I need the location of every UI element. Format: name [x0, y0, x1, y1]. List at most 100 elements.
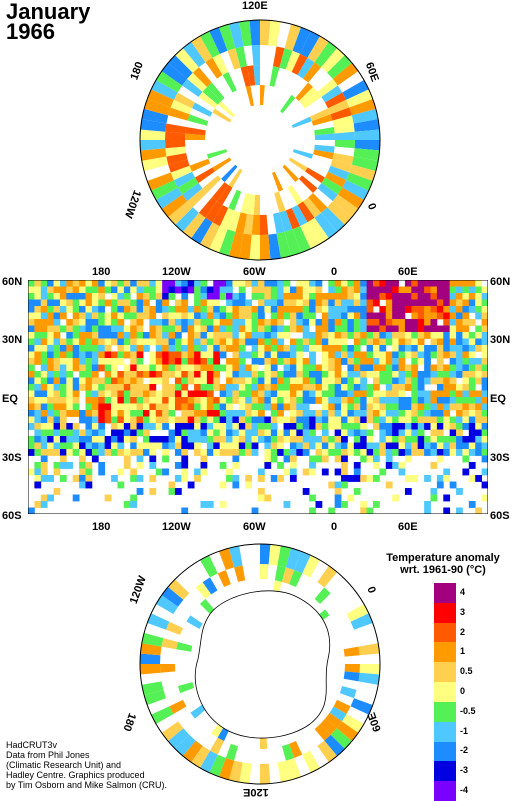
anomaly-cell: [53, 423, 61, 430]
anomaly-cell: [392, 403, 399, 411]
anomaly-cell: [194, 423, 201, 430]
anomaly-cell: [417, 442, 425, 450]
anomaly-cell: [430, 377, 438, 385]
anomaly-cell: [251, 351, 259, 359]
anomaly-cell: [98, 325, 106, 333]
anomaly-cell: [238, 371, 246, 378]
anomaly-cell: [155, 371, 163, 378]
anomaly-cell: [136, 280, 144, 287]
anomaly-cell: [334, 371, 342, 378]
anomaly-cell: [168, 286, 176, 294]
anomaly-cell: [238, 364, 246, 372]
anomaly-cell: [168, 416, 176, 424]
anomaly-cell: [481, 299, 488, 307]
anomaly-cell: [343, 646, 360, 657]
anomaly-cell: [219, 429, 227, 437]
anomaly-cell: [481, 345, 488, 352]
anomaly-cell: [398, 384, 406, 391]
anomaly-cell: [475, 332, 483, 339]
anomaly-cell: [177, 682, 195, 694]
anomaly-cell: [72, 429, 80, 437]
anomaly-cell: [34, 293, 42, 300]
anomaly-cell: [424, 364, 431, 372]
anomaly-cell: [40, 325, 48, 333]
anomaly-cell: [162, 345, 169, 352]
anomaly-cell: [430, 286, 438, 294]
anomaly-cell: [468, 280, 476, 287]
anomaly-cell: [245, 442, 253, 450]
anomaly-cell: [28, 397, 35, 404]
anomaly-cell: [66, 462, 74, 469]
anomaly-cell: [341, 358, 348, 365]
anomaly-cell: [253, 65, 260, 86]
anomaly-cell: [238, 299, 246, 307]
anomaly-cell: [111, 325, 118, 333]
anomaly-cell: [245, 338, 253, 346]
anomaly-cell: [47, 442, 54, 450]
anomaly-cell: [392, 384, 399, 391]
anomaly-cell: [111, 299, 118, 307]
anomaly-cell: [245, 423, 253, 430]
anomaly-cell: [79, 325, 86, 333]
anomaly-cell: [28, 384, 35, 391]
anomaly-cell: [72, 280, 80, 287]
anomaly-cell: [411, 325, 419, 333]
anomaly-cell: [136, 325, 144, 333]
anomaly-cell: [194, 403, 201, 411]
anomaly-cell: [404, 436, 412, 443]
anomaly-cell: [232, 345, 240, 352]
legend-swatch: [434, 622, 456, 643]
anomaly-cell: [91, 306, 99, 313]
anomaly-cell: [373, 286, 380, 294]
anomaly-cell: [360, 299, 368, 307]
anomaly-cell: [309, 455, 316, 463]
title-month: January: [6, 0, 91, 24]
anomaly-cell: [85, 436, 93, 443]
anomaly-cell: [347, 286, 355, 294]
anomaly-cell: [270, 319, 278, 326]
anomaly-cell: [149, 358, 157, 365]
anomaly-cell: [398, 371, 406, 378]
anomaly-cell: [235, 212, 247, 234]
anomaly-cell: [174, 416, 182, 424]
anomaly-cell: [28, 358, 35, 365]
anomaly-cell: [475, 429, 483, 437]
anomaly-cell: [245, 436, 253, 443]
anomaly-cell: [341, 371, 348, 378]
anomaly-cell: [213, 410, 221, 417]
anomaly-cell: [219, 293, 227, 300]
anomaly-cell: [162, 312, 169, 320]
anomaly-cell: [104, 364, 112, 372]
left-lat-label: EQ: [2, 393, 18, 405]
anomaly-cell: [302, 319, 310, 326]
anomaly-cell: [136, 293, 144, 300]
anomaly-cell: [347, 280, 355, 287]
anomaly-cell: [449, 332, 457, 339]
anomaly-cell: [232, 325, 240, 333]
anomaly-cell: [264, 436, 272, 443]
anomaly-cell: [321, 429, 329, 437]
anomaly-cell: [66, 293, 74, 300]
anomaly-cell: [366, 312, 374, 320]
anomaly-cell: [47, 306, 54, 313]
anomaly-cell: [270, 410, 278, 417]
anomaly-cell: [249, 234, 260, 260]
anomaly-cell: [194, 280, 201, 287]
anomaly-cell: [162, 351, 169, 359]
anomaly-cell: [449, 325, 457, 333]
anomaly-cell: [226, 442, 233, 450]
anomaly-cell: [200, 319, 208, 326]
anomaly-cell: [59, 429, 67, 437]
anomaly-cell: [149, 364, 157, 372]
anomaly-cell: [149, 280, 157, 287]
anomaly-cell: [443, 345, 451, 352]
anomaly-cell: [40, 345, 48, 352]
anomaly-cell: [213, 345, 221, 352]
anomaly-cell: [449, 423, 457, 430]
anomaly-cell: [181, 462, 189, 469]
anomaly-cell: [285, 50, 301, 72]
anomaly-cell: [206, 397, 214, 404]
anomaly-cell: [251, 403, 259, 411]
anomaly-cell: [385, 293, 393, 300]
anomaly-cell: [258, 468, 265, 476]
